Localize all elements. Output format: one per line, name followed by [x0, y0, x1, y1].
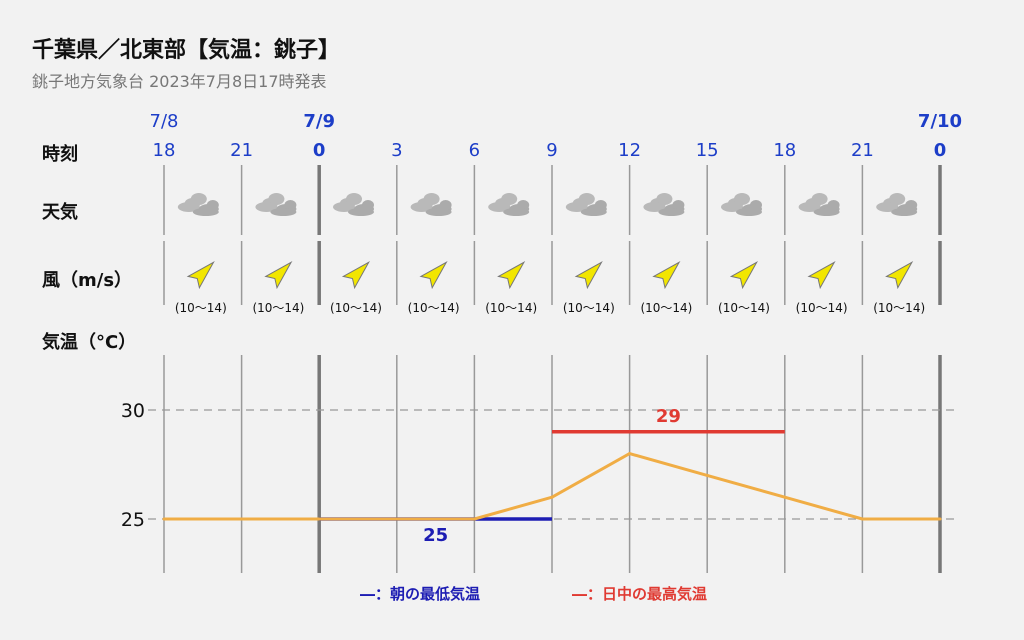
temperature-point	[240, 517, 244, 521]
cloud-icon	[410, 193, 452, 216]
cloud-icon	[798, 193, 840, 216]
wind-arrow-icon	[885, 260, 914, 290]
cloud-icon	[255, 193, 297, 216]
hour-label: 15	[696, 140, 719, 161]
cloud-icon	[488, 193, 530, 216]
temperature-point	[705, 473, 709, 477]
wind-speed-label: (10〜14)	[252, 301, 304, 315]
temperature-point	[860, 517, 864, 521]
hour-label: 3	[391, 140, 402, 161]
hour-label: 18	[773, 140, 796, 161]
temperature-point	[162, 517, 166, 521]
row-label-wind: 風（m/s）	[42, 270, 133, 291]
temperature-point	[550, 495, 554, 499]
hour-label: 21	[230, 140, 253, 161]
legend-entry: ―：朝の最低気温	[360, 585, 480, 603]
cloud-icon	[177, 193, 219, 216]
date-label: 7/8	[150, 111, 179, 132]
date-label: 7/10	[918, 111, 962, 132]
cloud-icon	[333, 193, 374, 216]
page-title: 千葉県／北東部【気温：銚子】	[32, 38, 341, 63]
wind-arrow-icon	[341, 260, 371, 290]
y-tick-label: 25	[121, 509, 145, 531]
temperature-point	[472, 517, 476, 521]
wind-speed-label: (10〜14)	[796, 301, 848, 315]
wind-arrow-icon	[497, 260, 526, 290]
wind-arrow-icon	[186, 260, 215, 290]
temperature-point	[783, 495, 787, 499]
wind-speed-label: (10〜14)	[175, 301, 227, 315]
hour-label: 0	[934, 140, 947, 161]
row-label-time: 時刻	[42, 144, 78, 165]
wind-speed-label: (10〜14)	[718, 301, 770, 315]
wind-arrow-icon	[807, 260, 836, 290]
hour-label: 0	[313, 140, 326, 161]
temperature-point	[938, 517, 942, 521]
y-tick-label: 30	[121, 400, 145, 422]
temperature-point	[628, 452, 632, 456]
hour-label: 21	[851, 140, 874, 161]
hour-label: 12	[618, 140, 641, 161]
wind-arrow-icon	[419, 260, 448, 290]
date-label: 7/9	[303, 111, 335, 132]
hour-label: 6	[469, 140, 480, 161]
hour-label: 18	[153, 140, 176, 161]
wind-arrow-icon	[652, 260, 681, 290]
wind-speed-label: (10〜14)	[330, 301, 382, 315]
wind-arrow-icon	[574, 260, 603, 290]
wind-arrow-icon	[264, 260, 293, 290]
temperature-point	[395, 517, 399, 521]
wind-speed-label: (10〜14)	[485, 301, 537, 315]
hour-label: 9	[546, 140, 557, 161]
cloud-icon	[721, 193, 762, 216]
min-temp-label: 25	[423, 525, 448, 546]
wind-speed-label: (10〜14)	[873, 301, 925, 315]
cloud-icon	[565, 193, 607, 216]
wind-speed-label: (10〜14)	[408, 301, 460, 315]
max-temp-label: 29	[656, 406, 681, 427]
row-label-temperature: 気温（°C）	[42, 332, 137, 353]
wind-arrow-icon	[729, 260, 759, 290]
wind-speed-label: (10〜14)	[640, 301, 692, 315]
legend-entry: ―：日中の最高気温	[572, 585, 707, 603]
wind-speed-label: (10〜14)	[563, 301, 615, 315]
temperature-point	[317, 517, 321, 521]
cloud-icon	[876, 193, 918, 216]
row-label-weather: 天気	[42, 202, 78, 223]
cloud-icon	[643, 193, 685, 216]
page-subtitle: 銚子地方気象台 2023年7月8日17時発表	[32, 72, 327, 91]
